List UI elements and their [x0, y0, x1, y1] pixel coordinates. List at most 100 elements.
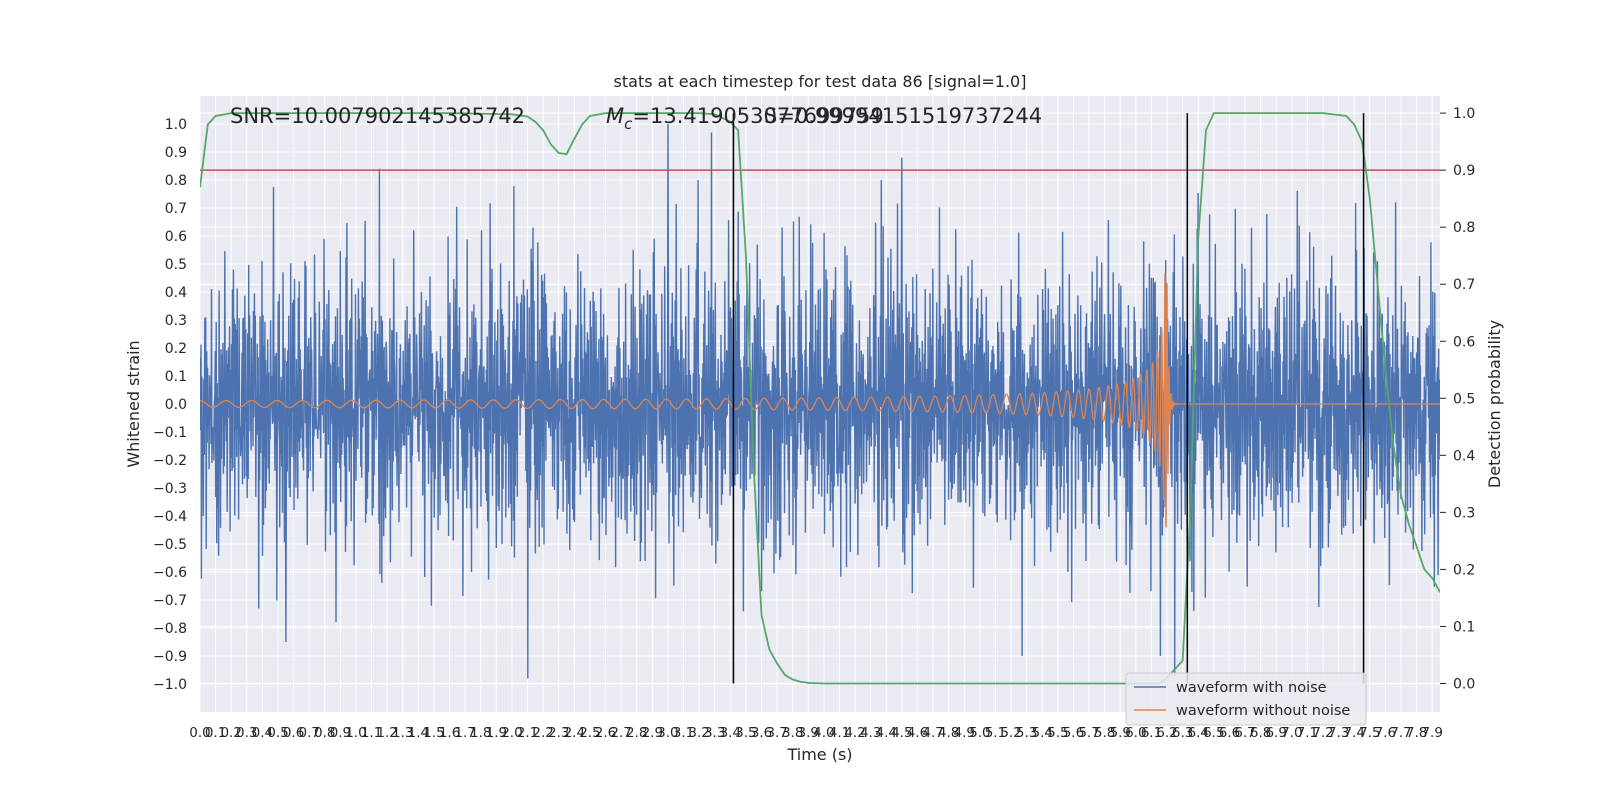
chirp-mass-symbol: M [606, 104, 624, 128]
y-left-tick-label: 0.8 [165, 173, 187, 189]
x-tick-label: 5.3 [1016, 725, 1037, 741]
x-tick-label: 3.8 [782, 725, 803, 741]
series-waveform-with-noise [200, 123, 1440, 679]
x-tick-label: 1.7 [454, 725, 475, 741]
x-tick-label: 6.3 [1172, 725, 1193, 741]
y-right-tick-label: 0.3 [1453, 505, 1475, 521]
x-tick-label: 3.7 [766, 725, 787, 741]
legend: waveform with noise waveform without noi… [1125, 672, 1367, 726]
x-axis-label: Time (s) [786, 745, 852, 764]
x-tick-label: 4.9 [954, 725, 975, 741]
x-tick-label: 6.6 [1219, 725, 1240, 741]
y-right-tick-label: 0.5 [1453, 391, 1475, 407]
x-tick-label: 0.0 [189, 725, 210, 741]
x-tick-label: 2.7 [610, 725, 631, 741]
x-tick-label: 2.5 [579, 725, 600, 741]
x-tick-label: 2.1 [517, 725, 538, 741]
y-right-tick-label: 0.2 [1453, 562, 1475, 578]
x-tick-label: 2.3 [548, 725, 569, 741]
x-tick-label: 3.4 [720, 725, 741, 741]
x-tick-label: 0.7 [298, 725, 319, 741]
x-tick-label: 0.6 [283, 725, 304, 741]
x-tick-label: 1.5 [423, 725, 444, 741]
y-left-tick-label: −0.8 [153, 621, 187, 637]
y-right-tick-label: 0.0 [1453, 676, 1475, 692]
x-tick-label: 3.6 [751, 725, 772, 741]
y-left-tick-label: −0.3 [153, 481, 187, 497]
x-tick-label: 0.2 [220, 725, 241, 741]
x-tick-label: 3.0 [657, 725, 678, 741]
y-left-tick-label: 0.5 [165, 257, 187, 273]
chirp-mass-value: =13.419053077699759 [632, 104, 883, 128]
y-right-tick-label: 0.9 [1453, 163, 1475, 179]
x-tick-label: 3.9 [798, 725, 819, 741]
y-left-tick-label: 0.7 [165, 201, 187, 217]
chart-title: stats at each timestep for test data 86 … [614, 72, 1027, 91]
chirp-mass-subscript: c [624, 115, 633, 133]
x-tick-label: 4.2 [844, 725, 865, 741]
x-tick-label: 4.7 [922, 725, 943, 741]
x-tick-label: 7.3 [1328, 725, 1349, 741]
y-left-tick-label: 0.9 [165, 145, 187, 161]
y-right-tick-label: 0.7 [1453, 277, 1475, 293]
y-left-tick-label: −0.5 [153, 537, 187, 553]
x-tick-label: 6.0 [1125, 725, 1146, 741]
x-tick-label: 6.1 [1141, 725, 1162, 741]
y-left-tick-label: 0.4 [165, 285, 187, 301]
x-tick-label: 2.9 [642, 725, 663, 741]
x-tick-label: 6.9 [1265, 725, 1286, 741]
x-tick-label: 4.1 [829, 725, 850, 741]
legend-label-clean: waveform without noise [1176, 703, 1350, 719]
overlap-annotation: S=0.99994151519737244 [764, 104, 1042, 128]
x-tick-label: 6.7 [1234, 725, 1255, 741]
chirp-mass-annotation: Mc=13.419053077699759 [606, 104, 884, 133]
x-tick-label: 1.8 [470, 725, 491, 741]
x-tick-label: 1.1 [361, 725, 382, 741]
x-tick-label: 6.8 [1250, 725, 1271, 741]
y-right-tick-label: 0.6 [1453, 334, 1475, 350]
x-tick-label: 5.0 [969, 725, 990, 741]
x-tick-label: 5.4 [1032, 725, 1053, 741]
y-left-tick-label: 0.1 [165, 369, 187, 385]
x-tick-label: 2.0 [501, 725, 522, 741]
x-tick-label: 5.2 [1000, 725, 1021, 741]
y-left-tick-label: −0.4 [153, 509, 187, 525]
x-tick-label: 5.9 [1110, 725, 1131, 741]
y-right-tick-label: 0.8 [1453, 220, 1475, 236]
y-left-tick-label: −0.1 [153, 425, 187, 441]
x-tick-label: 3.5 [735, 725, 756, 741]
x-tick-label: 6.5 [1203, 725, 1224, 741]
y-right-tick-label: 1.0 [1453, 106, 1475, 122]
y-left-tick-label: 0.2 [165, 341, 187, 357]
x-tick-label: 6.4 [1187, 725, 1208, 741]
x-tick-label: 3.3 [704, 725, 725, 741]
series-waveform-without-noise [200, 272, 1440, 528]
legend-label-noise: waveform with noise [1176, 680, 1327, 696]
y-axis-right-label: Detection probability [1485, 320, 1504, 488]
legend-box [1125, 672, 1367, 726]
x-tick-label: 1.3 [392, 725, 413, 741]
x-tick-label: 7.6 [1375, 725, 1396, 741]
y-axis-right-ticks: 1.0 0.9 0.8 0.7 0.6 0.5 0.4 0.3 0.2 0.1 0.0 [1440, 106, 1475, 692]
x-tick-label: 4.4 [876, 725, 897, 741]
x-tick-label: 4.5 [891, 725, 912, 741]
y-left-tick-label: −0.2 [153, 453, 187, 469]
x-tick-label: 1.4 [408, 725, 429, 741]
x-tick-label: 4.3 [860, 725, 881, 741]
y-right-tick-label: 0.1 [1453, 619, 1475, 635]
x-tick-label: 6.2 [1156, 725, 1177, 741]
x-tick-label: 3.1 [673, 725, 694, 741]
x-tick-label: 1.2 [376, 725, 397, 741]
y-axis-left-label: Whitened strain [124, 340, 143, 467]
x-tick-label: 7.0 [1281, 725, 1302, 741]
y-left-tick-label: −0.9 [153, 649, 187, 665]
x-axis-ticks: 0.00.10.20.30.40.50.60.70.80.91.01.11.21… [189, 725, 1443, 741]
y-axis-left-ticks: 1.0 0.9 0.8 0.7 0.6 0.5 0.4 0.3 0.2 0.1 0.0 −0.1 −0.… [153, 117, 187, 693]
y-left-tick-label: −0.6 [153, 565, 187, 581]
x-tick-label: 1.9 [486, 725, 507, 741]
y-left-tick-label: 0.3 [165, 313, 187, 329]
x-tick-label: 0.8 [314, 725, 335, 741]
x-tick-label: 0.5 [267, 725, 288, 741]
x-tick-label: 5.7 [1078, 725, 1099, 741]
